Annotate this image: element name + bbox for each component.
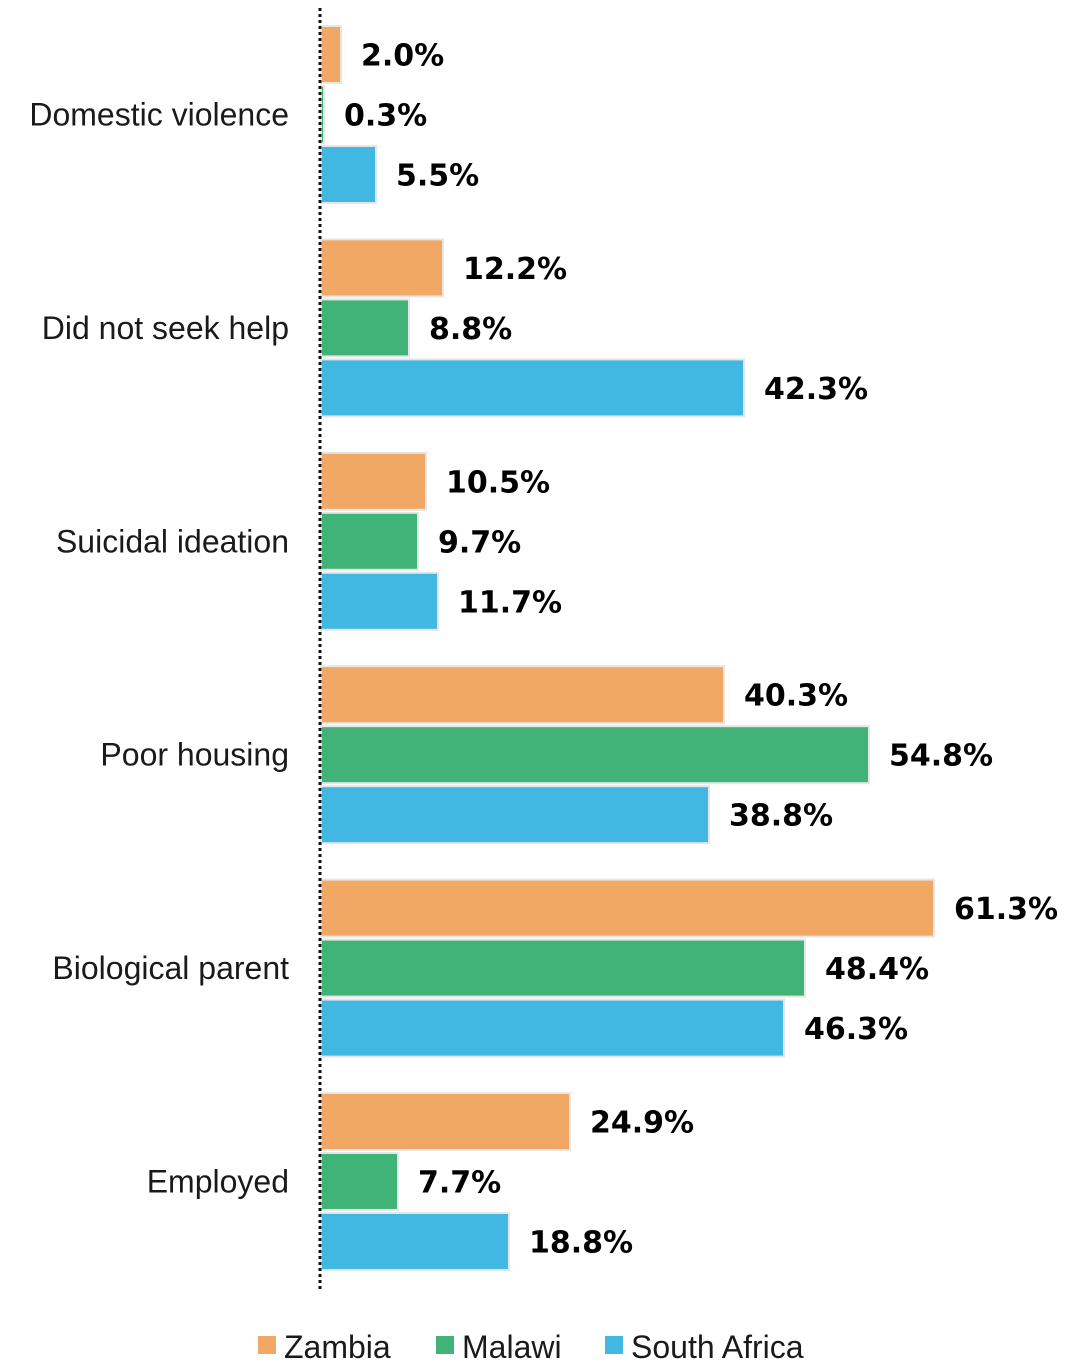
value-label-biological-parent-malawi: 48.4% xyxy=(825,952,929,987)
bar-domestic-violence-malawi xyxy=(320,85,325,144)
value-label-biological-parent-zambia: 61.3% xyxy=(954,892,1058,927)
legend-label-zambia: Zambia xyxy=(284,1329,391,1365)
bar-suicidal-ideation-zambia xyxy=(320,451,427,511)
legend-label-malawi: Malawi xyxy=(462,1329,562,1365)
category-label-employed: Employed xyxy=(147,1164,289,1200)
value-label-poor-housing-south-africa: 38.8% xyxy=(729,799,833,834)
bar-employed-zambia xyxy=(320,1092,571,1151)
legend-label-south-africa: South Africa xyxy=(631,1329,804,1365)
category-labels: Domestic violence Did not seek help Suicid… xyxy=(29,97,289,1200)
legend: Zambia Malawi South Africa xyxy=(258,1329,804,1365)
bar-biological-parent-south-africa xyxy=(320,998,785,1058)
bar-did-not-seek-help-zambia xyxy=(320,238,444,298)
value-label-did-not-seek-help-zambia: 12.2% xyxy=(463,252,567,287)
value-label-suicidal-ideation-zambia: 10.5% xyxy=(446,465,550,500)
bar-suicidal-ideation-south-africa xyxy=(320,571,439,631)
bar-employed-south-africa xyxy=(320,1212,510,1271)
category-label-biological-parent: Biological parent xyxy=(52,950,289,986)
legend-swatch-south-africa xyxy=(605,1336,623,1354)
bar-poor-housing-zambia xyxy=(320,665,725,725)
category-label-did-not-seek-help: Did not seek help xyxy=(42,310,289,346)
value-label-employed-malawi: 7.7% xyxy=(418,1166,501,1201)
bar-domestic-violence-zambia xyxy=(320,25,342,84)
category-label-suicidal-ideation: Suicidal ideation xyxy=(56,523,289,559)
bar-domestic-violence-south-africa xyxy=(320,145,377,204)
bar-did-not-seek-help-malawi xyxy=(320,298,410,358)
value-label-employed-zambia: 24.9% xyxy=(590,1106,694,1141)
value-label-domestic-violence-south-africa: 5.5% xyxy=(396,159,479,194)
value-label-suicidal-ideation-malawi: 9.7% xyxy=(438,525,521,560)
value-label-domestic-violence-malawi: 0.3% xyxy=(344,99,427,134)
legend-swatch-zambia xyxy=(258,1336,276,1354)
value-label-employed-south-africa: 18.8% xyxy=(529,1226,633,1261)
category-label-domestic-violence: Domestic violence xyxy=(29,97,289,133)
bar-did-not-seek-help-south-africa xyxy=(320,358,745,418)
bar-poor-housing-south-africa xyxy=(320,785,710,845)
bar-poor-housing-malawi xyxy=(320,725,870,785)
value-label-poor-housing-zambia: 40.3% xyxy=(744,679,848,714)
category-label-poor-housing: Poor housing xyxy=(100,737,289,773)
legend-swatch-malawi xyxy=(436,1336,454,1354)
bars xyxy=(320,25,935,1271)
value-label-biological-parent-south-africa: 46.3% xyxy=(804,1012,908,1047)
value-labels: 2.0% 0.3% 5.5% 12.2% 8.8% 42.3% 10.5% 9.7% 11.7%… xyxy=(344,39,1058,1261)
bar-employed-malawi xyxy=(320,1152,399,1211)
bar-biological-parent-malawi xyxy=(320,938,806,998)
value-label-domestic-violence-zambia: 2.0% xyxy=(361,39,444,74)
value-label-did-not-seek-help-south-africa: 42.3% xyxy=(764,372,868,407)
bar-suicidal-ideation-malawi xyxy=(320,511,419,571)
value-label-did-not-seek-help-malawi: 8.8% xyxy=(429,312,512,347)
value-label-suicidal-ideation-south-africa: 11.7% xyxy=(458,585,562,620)
value-label-poor-housing-malawi: 54.8% xyxy=(889,739,993,774)
bar-biological-parent-zambia xyxy=(320,878,935,938)
